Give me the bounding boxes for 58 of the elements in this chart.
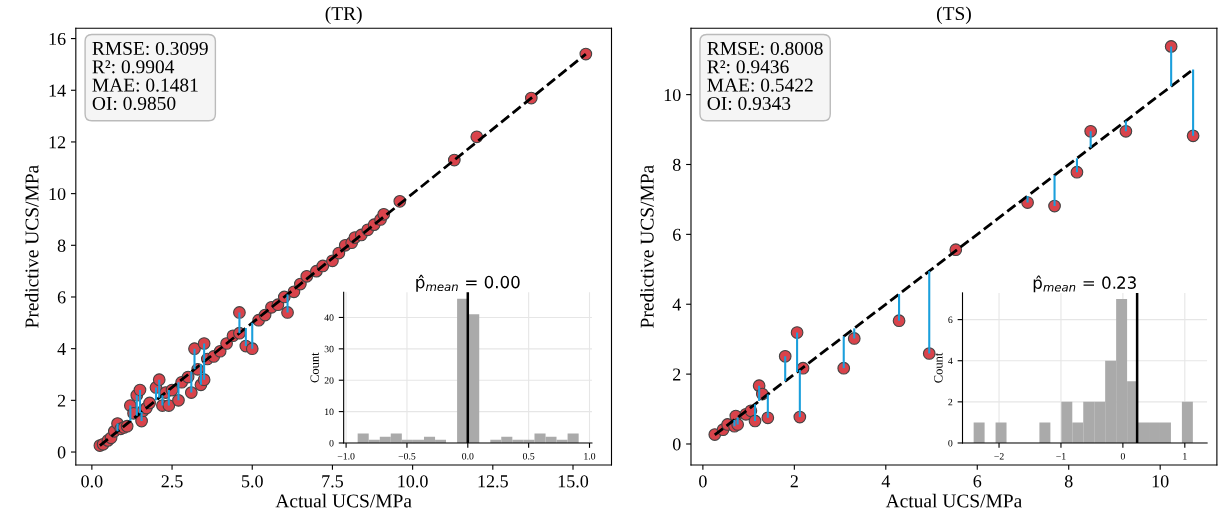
x-tick-label: 4 bbox=[881, 475, 891, 488]
y-tick-label: 2 bbox=[948, 398, 953, 406]
x-tick-label: 7.5 bbox=[322, 475, 344, 488]
x-tick-label: 1.0 bbox=[584, 452, 596, 460]
y-axis-title: Count bbox=[934, 352, 943, 383]
x-tick-label: 1 bbox=[1183, 453, 1187, 460]
y-tick-label: 8 bbox=[672, 158, 681, 171]
x-tick-label: 0 bbox=[1120, 452, 1125, 460]
y-tick-label: 16 bbox=[49, 32, 66, 46]
y-tick-label: 0 bbox=[672, 438, 681, 451]
x-axis-title: Actual UCS/MPa bbox=[885, 493, 1022, 508]
y-tick-label: 4 bbox=[672, 298, 681, 311]
y-tick-label: 6 bbox=[57, 291, 66, 304]
y-tick-label: 40 bbox=[324, 314, 334, 321]
x-tick-label: 0.5 bbox=[522, 452, 535, 460]
chart-title: p̂$_{mean}$ = 0.23 bbox=[1033, 275, 1136, 293]
annotation: RMSE: 0.8008 R²: 0.9436 MAE: 0.5422 OI: 0.9343 bbox=[707, 41, 823, 111]
x-tick-label: −1.0 bbox=[337, 452, 355, 460]
y-tick-label: 8 bbox=[57, 239, 66, 252]
y-tick-label: 10 bbox=[49, 187, 66, 201]
x-tick-label: 0.0 bbox=[462, 452, 474, 460]
x-tick-label: 15.0 bbox=[558, 475, 589, 488]
point bbox=[922, 347, 936, 360]
x-tick-label: 0.0 bbox=[81, 475, 103, 488]
x-tick-label: 12.5 bbox=[478, 475, 508, 488]
y-axis-title: Predictive UCS/MPa bbox=[640, 165, 654, 328]
chart-title: (TS) bbox=[936, 6, 971, 25]
y-tick-label: 0 bbox=[948, 439, 953, 447]
y-tick-label: 12 bbox=[49, 136, 66, 149]
y-tick-label: 0 bbox=[329, 439, 334, 447]
x-tick-label: 6 bbox=[973, 475, 982, 488]
y-tick-label: 10 bbox=[325, 408, 334, 416]
y-axis-title: Predictive UCS/MPa bbox=[24, 165, 39, 328]
x-axis-title: Actual UCS/MPa bbox=[275, 493, 412, 508]
x-tick-label: −1 bbox=[1056, 453, 1066, 460]
x-tick-label: 5.0 bbox=[242, 475, 263, 488]
x-tick-label: 2 bbox=[790, 475, 798, 488]
annotation: RMSE: 0.3099 R²: 0.9904 MAE: 0.1481 OI: 0.9850 bbox=[92, 41, 208, 111]
x-tick-label: 10.0 bbox=[398, 475, 428, 488]
y-tick-label: 2 bbox=[673, 368, 681, 381]
x-tick-label: 8 bbox=[1064, 475, 1073, 488]
x-tick-label: 0 bbox=[699, 475, 707, 488]
y-tick-label: 20 bbox=[324, 377, 334, 384]
x-tick-label: −2 bbox=[994, 453, 1004, 460]
x-tick-label: −0.5 bbox=[398, 452, 416, 460]
y-tick-label: 30 bbox=[324, 345, 334, 353]
y-tick-label: 4 bbox=[948, 357, 953, 365]
x-tick-label: 10 bbox=[1152, 475, 1169, 488]
y-tick-label: 2 bbox=[57, 394, 66, 407]
chart-title: (TR) bbox=[325, 6, 362, 25]
y-axis-title: Count bbox=[310, 352, 319, 383]
chart-title: p̂$_{mean}$ = 0.00 bbox=[416, 274, 520, 292]
x-tick-label: 2.5 bbox=[161, 475, 183, 488]
y-tick-label: 4 bbox=[57, 343, 66, 355]
y-tick-label: 14 bbox=[49, 84, 66, 97]
y-tick-label: 6 bbox=[948, 316, 953, 324]
y-tick-label: 10 bbox=[664, 88, 681, 102]
y-tick-label: 6 bbox=[673, 228, 681, 241]
